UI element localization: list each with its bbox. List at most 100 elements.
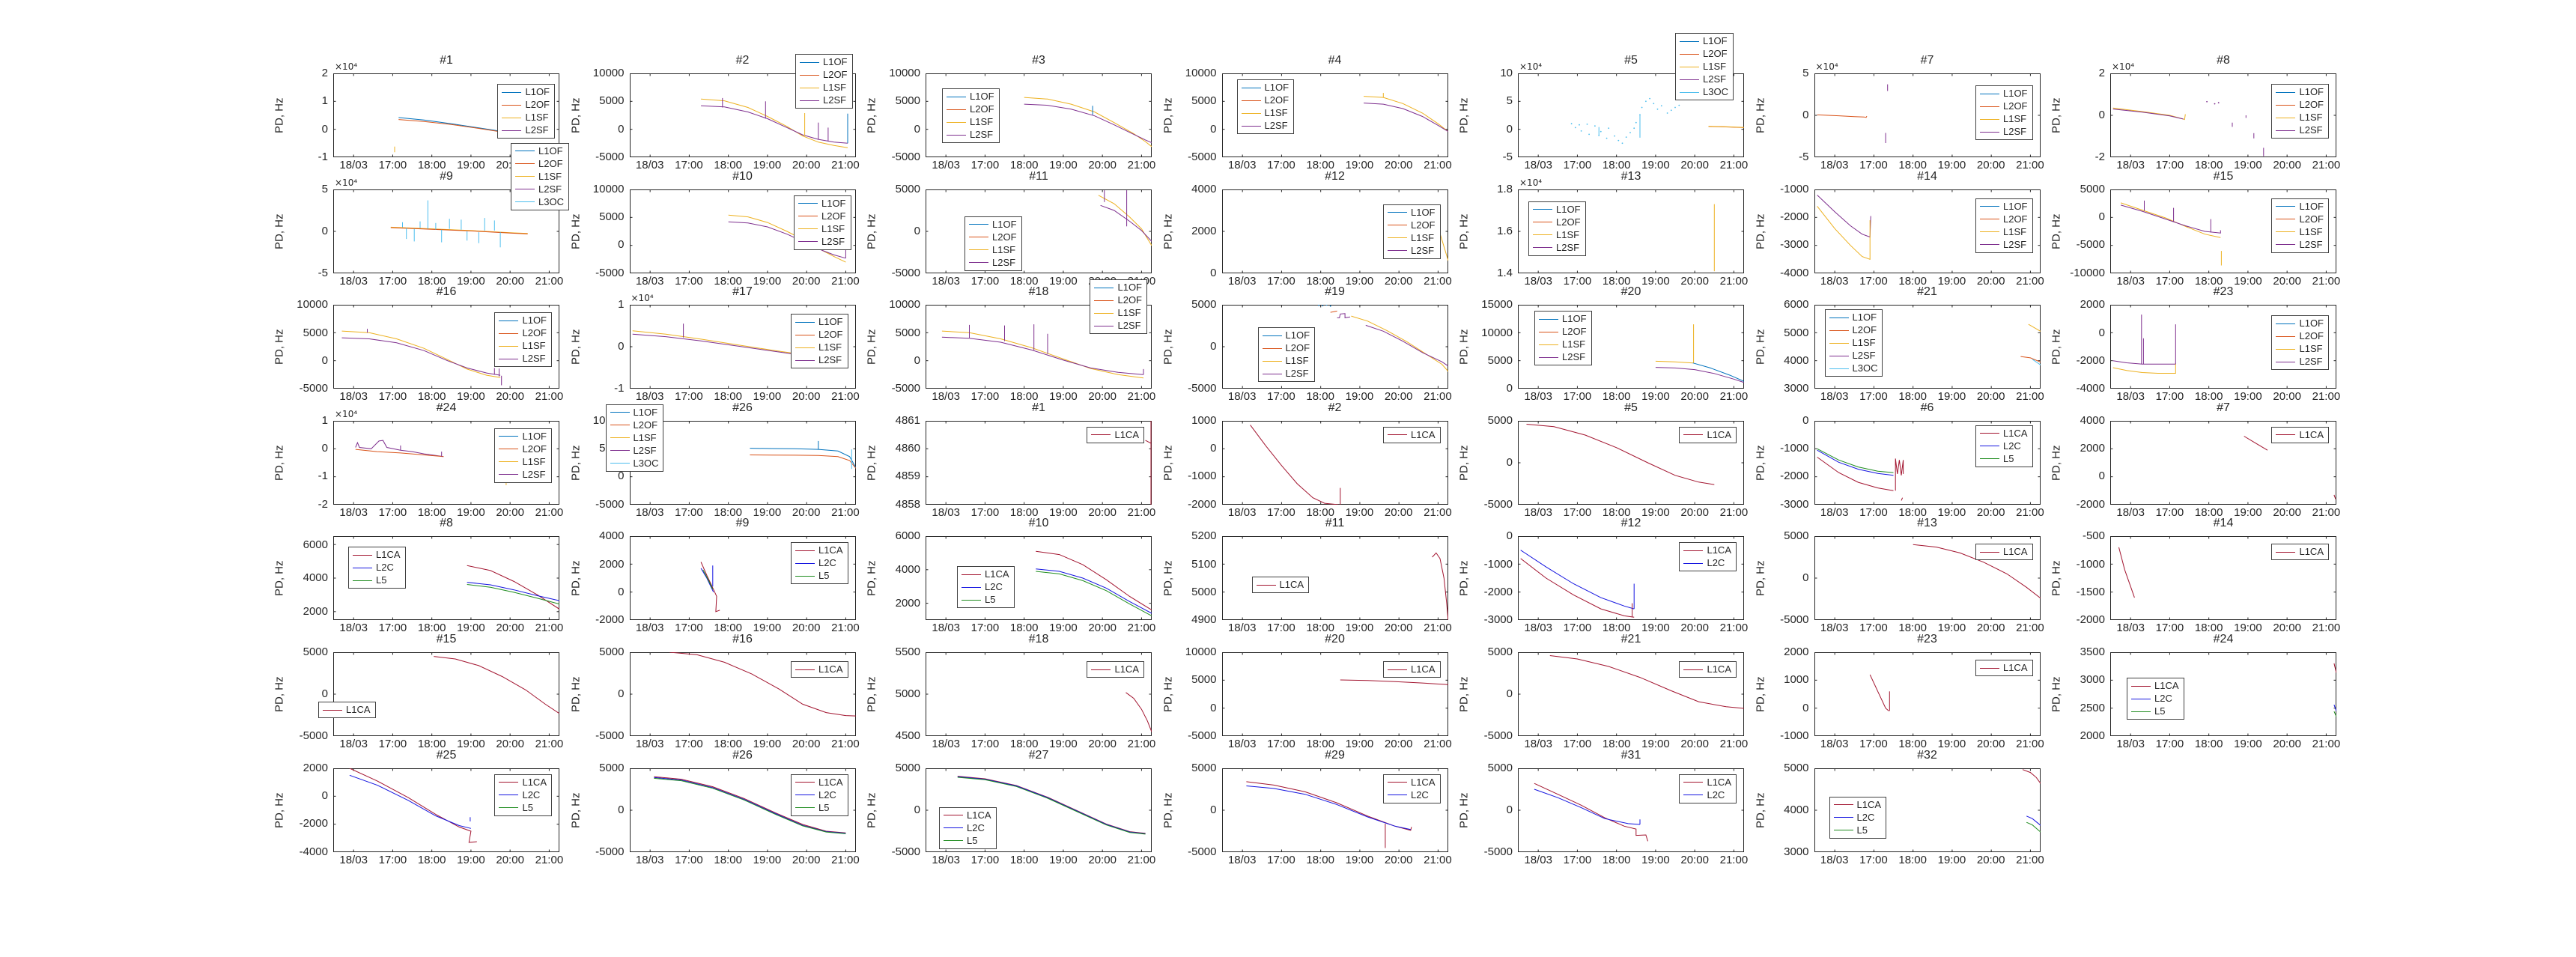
plot-area [333, 189, 559, 273]
y-tick-label: -5000 [595, 729, 625, 742]
legend-line-swatch [2276, 348, 2296, 350]
x-tick-label: 21:00 [2312, 505, 2341, 519]
x-tick-label: 20:00 [1384, 159, 1413, 171]
legend-entry: L1OF [1533, 204, 1581, 216]
axes-box [333, 305, 559, 389]
y-tick-label: -5000 [1780, 613, 1809, 627]
legend-label: L1SF [2299, 343, 2323, 355]
series-line-L2OF [390, 227, 528, 234]
y-tick-label: 10000 [592, 182, 625, 195]
legend-entry: L2SF [1979, 239, 2028, 251]
subplot-title: #3 [1032, 54, 1045, 67]
legend-line-swatch [1683, 550, 1704, 551]
axes-box [1518, 73, 1744, 157]
x-tick-label: 18:00 [1306, 390, 1334, 404]
x-tick-label: 17:00 [970, 622, 1000, 635]
y-tick-label: -2000 [1188, 497, 1217, 511]
series-point-L3OC [1625, 136, 1627, 138]
plot-area [1518, 768, 1744, 852]
x-tick-label: 18:00 [1009, 390, 1039, 404]
legend-label: L2C [2154, 693, 2172, 704]
legend-entry: L1OF [1829, 312, 1878, 323]
legend-line-swatch [1829, 368, 1849, 369]
legend: L1OF L2OF L1SF L2SF L3OC [511, 142, 569, 210]
series-point-L2SF [2206, 100, 2208, 103]
y-tick-label: 2000 [2080, 298, 2105, 312]
plot-area [1814, 420, 2041, 505]
legend-line-swatch [962, 599, 981, 601]
x-tick-label: 18/03 [1524, 274, 1552, 288]
x-tick-label: 20:00 [1680, 159, 1709, 171]
y-axis-label: PD, Hz [1754, 676, 1767, 712]
subplot-title: #29 [1325, 748, 1345, 762]
x-tick-label: 21:00 [2016, 390, 2044, 404]
x-tick-label: 18:00 [1602, 274, 1631, 288]
y-tick-label: -5000 [1188, 729, 1217, 742]
legend-label: L3OC [1703, 86, 1728, 97]
x-tick-label: 20:00 [2273, 390, 2301, 404]
x-tick-label: 21:00 [831, 159, 860, 171]
legend: L1CA [2271, 426, 2329, 443]
legend-label: L2SF [1562, 351, 1586, 363]
legend-line-swatch [2131, 711, 2151, 712]
y-tick-label: 0 [914, 122, 920, 136]
x-tick-label: 20:00 [2273, 505, 2301, 519]
plot-area [1221, 536, 1448, 621]
series-line-L5 [2333, 711, 2336, 717]
legend-line-swatch [1979, 131, 1999, 133]
legend-label: L2OF [1117, 294, 1142, 306]
y-axis-label: PD, Hz [273, 445, 286, 481]
legend: L1CA [2271, 544, 2329, 561]
series-line-L1SF [2028, 323, 2041, 332]
legend-line-swatch [1680, 91, 1700, 93]
y-tick-label: 2000 [599, 557, 625, 571]
legend-label: L2SF [525, 124, 549, 136]
x-tick-label: 18:00 [2194, 505, 2223, 519]
axes-box [333, 420, 559, 505]
x-tick-label: 18/03 [635, 505, 664, 519]
legend-label: L1CA [2002, 546, 2028, 558]
legend-line-swatch [1387, 212, 1407, 213]
legend-entry: L1OF [795, 316, 843, 328]
legend-line-swatch [1241, 125, 1261, 127]
legend-entry: L2SF [1262, 368, 1310, 380]
subplot-r5c2-num18: #18 PD, Hz 5500 5000 4500 18/03 17:00 18:00 1… [854, 625, 1156, 754]
legend-label: L3OC [1852, 362, 1878, 374]
y-tick-label: 2000 [2080, 442, 2105, 455]
y-tick-label: 2 [2098, 67, 2105, 79]
subplot-title: #6 [1920, 401, 1934, 414]
legend-label: L3OC [633, 457, 659, 469]
legend-line-swatch [1833, 804, 1853, 806]
legend-entry: L1CA [962, 568, 1009, 580]
legend-line-swatch [1094, 312, 1114, 314]
x-tick-label: 21:00 [2016, 159, 2044, 171]
legend-line-swatch [499, 461, 519, 463]
x-tick-label: 21:00 [535, 390, 564, 404]
legend-label: L2OF [1285, 342, 1310, 354]
x-tick-label: 18:00 [714, 274, 742, 288]
series-point-L3OC [1588, 133, 1590, 136]
y-tick-label: 4859 [895, 470, 920, 483]
subplot-r2c5-num21: #21 PD, Hz 6000 5000 4000 3000 18/03 17:00 18… [1743, 278, 2044, 407]
y-axis-label: PD, Hz [569, 97, 582, 133]
legend-line-swatch [799, 100, 819, 101]
y-tick-label: -1500 [2076, 586, 2105, 599]
y-tick-label: 0 [2098, 109, 2105, 121]
x-tick-label: 21:00 [831, 622, 860, 635]
x-tick-label: 17:00 [2155, 159, 2184, 171]
y-tick-label: -10000 [2070, 266, 2105, 279]
x-tick-label: 20:00 [2273, 622, 2301, 635]
x-tick-label: 21:00 [1719, 738, 1749, 750]
series-line-L1SF [941, 330, 1144, 379]
x-tick-label: 21:00 [2016, 622, 2044, 635]
x-tick-label: 18/03 [932, 274, 960, 288]
series-line-L1CA [1816, 456, 1894, 491]
x-tick-label: 18:00 [1898, 159, 1927, 171]
x-tick-label: 20:00 [1088, 738, 1117, 750]
legend-entry: L2OF [515, 158, 564, 170]
subplot-title: #18 [1028, 285, 1049, 299]
legend-label: L1OF [1562, 313, 1587, 325]
y-tick-label: -1 [614, 382, 625, 395]
legend-entry: L1SF [1241, 107, 1289, 119]
y-axis-label: PD, Hz [2050, 329, 2063, 365]
